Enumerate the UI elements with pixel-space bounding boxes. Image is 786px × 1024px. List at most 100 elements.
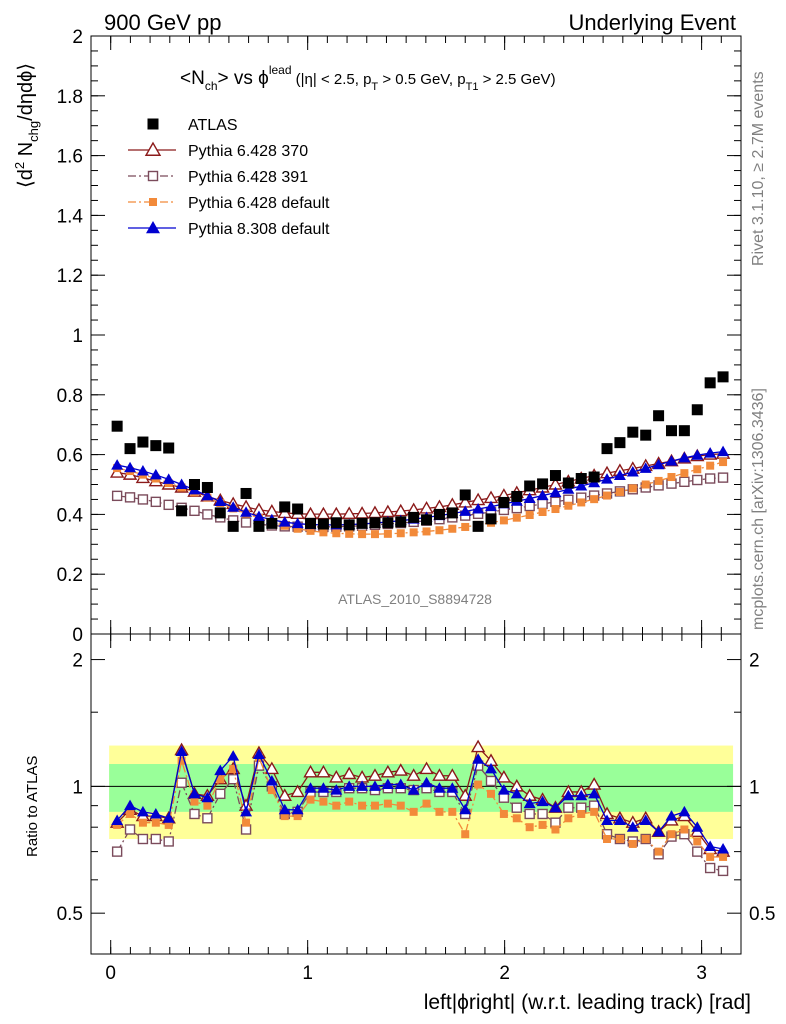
ratio-point-pythia-8-308-default <box>601 814 614 825</box>
ratio-series-pythia-8-308-default <box>111 745 730 854</box>
data-point-atlas <box>356 517 368 529</box>
data-point-pythia-6-428-370 <box>303 506 318 520</box>
ratio-point-pythia-8-308-default <box>704 840 717 851</box>
data-point-pythia-8-308-default <box>201 489 214 501</box>
data-point-atlas <box>188 479 200 490</box>
data-point-pythia-6-428-default <box>615 487 624 496</box>
ratio-point-pythia-8-308-default <box>588 787 601 799</box>
data-point-pythia-8-308-default <box>665 455 678 466</box>
title-cut-close: > 2.5 GeV) <box>478 71 555 88</box>
data-point-pythia-6-428-default <box>693 465 702 474</box>
data-point-pythia-6-428-391 <box>679 476 690 488</box>
analysis-watermark: ATLAS_2010_S8894728 <box>338 591 492 607</box>
ratio-point-pythia-6-428-default <box>126 809 135 818</box>
data-point-pythia-6-428-391 <box>124 492 136 503</box>
data-point-atlas <box>201 481 213 493</box>
legend-item-pythia-8-308-default: Pythia 8.308 default <box>128 221 330 238</box>
data-point-pythia-6-428-391 <box>150 496 162 508</box>
ratio-point-pythia-6-428-370 <box>496 770 512 783</box>
data-point-pythia-6-428-default <box>370 530 379 539</box>
ratio-point-pythia-6-428-default <box>538 820 547 829</box>
data-point-atlas <box>614 437 626 449</box>
legend-label: Pythia 6.428 370 <box>188 143 308 160</box>
ratio-point-pythia-6-428-391 <box>137 833 149 845</box>
data-point-atlas <box>214 507 226 519</box>
data-point-atlas <box>395 516 407 528</box>
data-point-pythia-8-308-default <box>278 516 291 527</box>
ratio-point-pythia-8-308-default <box>613 814 626 825</box>
legend-marker <box>147 118 159 130</box>
ratio-point-pythia-8-308-default <box>510 787 523 799</box>
data-point-pythia-8-308-default <box>562 483 575 494</box>
data-point-pythia-6-428-391 <box>537 498 548 510</box>
ratio-point-pythia-8-308-default <box>368 780 381 791</box>
data-point-atlas <box>704 377 716 389</box>
data-point-atlas <box>485 513 497 525</box>
ratio-point-pythia-6-428-default <box>641 835 650 844</box>
ratio-point-pythia-6-428-default <box>370 801 379 810</box>
ratio-point-pythia-8-308-default <box>240 805 253 817</box>
ratio-point-pythia-8-308-default <box>562 789 575 801</box>
title-cut-sub1: T <box>371 81 378 93</box>
ratio-point-pythia-6-428-391 <box>692 846 703 857</box>
ratio-y-tick-label-right: 1 <box>749 777 760 798</box>
ratio-panel: 0.5 0.5 1 1 2 2 0 1 2 3 <box>57 633 775 984</box>
legend-item-pythia-6-428-391: Pythia 6.428 391 <box>128 169 308 186</box>
data-point-pythia-8-308-default <box>162 473 175 484</box>
ratio-point-pythia-6-428-391 <box>124 824 136 835</box>
legend-item-pythia-6-428-370: Pythia 6.428 370 <box>128 141 308 160</box>
data-point-pythia-8-308-default <box>214 495 227 507</box>
data-point-atlas <box>588 471 600 483</box>
series-pythia-6-428-391 <box>111 472 729 533</box>
ratio-point-pythia-6-428-default <box>564 814 573 823</box>
data-point-pythia-8-308-default <box>678 451 691 463</box>
ratio-point-pythia-6-428-default <box>706 852 715 861</box>
data-point-pythia-8-308-default <box>536 489 549 501</box>
data-point-atlas <box>472 520 484 532</box>
ratio-point-pythia-6-428-default <box>551 825 560 834</box>
x-tick-label: 2 <box>499 963 510 984</box>
data-point-pythia-6-428-default <box>422 527 431 536</box>
data-point-pythia-8-308-default <box>626 465 639 477</box>
data-point-pythia-8-308-default <box>691 449 704 460</box>
ratio-point-pythia-6-428-370 <box>367 768 383 781</box>
ylabel-b: N <box>15 142 37 162</box>
data-point-atlas <box>575 473 587 485</box>
ratio-point-pythia-6-428-default <box>577 809 586 818</box>
ratio-point-pythia-6-428-370 <box>290 784 305 798</box>
ratio-point-pythia-6-428-default <box>190 797 199 806</box>
ratio-point-pythia-8-308-default <box>356 780 369 791</box>
ratio-point-pythia-8-308-default <box>304 782 317 793</box>
data-point-pythia-8-308-default <box>549 486 562 498</box>
data-point-atlas <box>562 477 574 489</box>
main-panel: 0 0.2 0.4 0.6 0.8 1 1.2 1.4 1.6 1.8 2 <box>57 27 742 646</box>
data-point-atlas <box>240 487 252 499</box>
data-point-pythia-8-308-default <box>704 447 717 458</box>
ratio-point-pythia-8-308-default <box>665 810 678 821</box>
data-point-pythia-6-428-default <box>628 484 637 493</box>
ratio-point-pythia-8-308-default <box>265 774 278 786</box>
ratio-point-pythia-6-428-default <box>422 799 431 808</box>
data-point-pythia-6-428-default <box>603 491 612 500</box>
title-cut-open: (|η| < 2.5, p <box>292 71 372 88</box>
ratio-point-pythia-6-428-default <box>332 801 341 810</box>
ratio-point-pythia-6-428-default <box>409 807 418 816</box>
ratio-point-pythia-6-428-370 <box>264 761 280 775</box>
legend-item-atlas: ATLAS <box>147 117 238 134</box>
data-point-atlas <box>317 518 329 530</box>
legend-marker <box>147 170 159 182</box>
main-y-tick-label: 0 <box>72 625 83 646</box>
data-point-pythia-6-428-default <box>499 516 508 525</box>
data-point-pythia-6-428-391 <box>163 499 174 511</box>
ratio-point-pythia-6-428-default <box>164 820 173 829</box>
ratio-point-pythia-6-428-default <box>177 756 186 765</box>
data-point-atlas <box>137 436 149 448</box>
ylabel-sup: 2 <box>12 162 27 169</box>
ratio-point-pythia-6-428-391 <box>704 862 716 874</box>
ratio-point-pythia-6-428-default <box>138 818 147 827</box>
data-point-pythia-6-428-default <box>448 524 457 533</box>
data-point-pythia-6-428-default <box>319 528 328 537</box>
ratio-point-pythia-6-428-default <box>628 839 637 848</box>
ratio-point-pythia-8-308-default <box>201 791 214 803</box>
data-point-pythia-6-428-default <box>306 526 315 535</box>
